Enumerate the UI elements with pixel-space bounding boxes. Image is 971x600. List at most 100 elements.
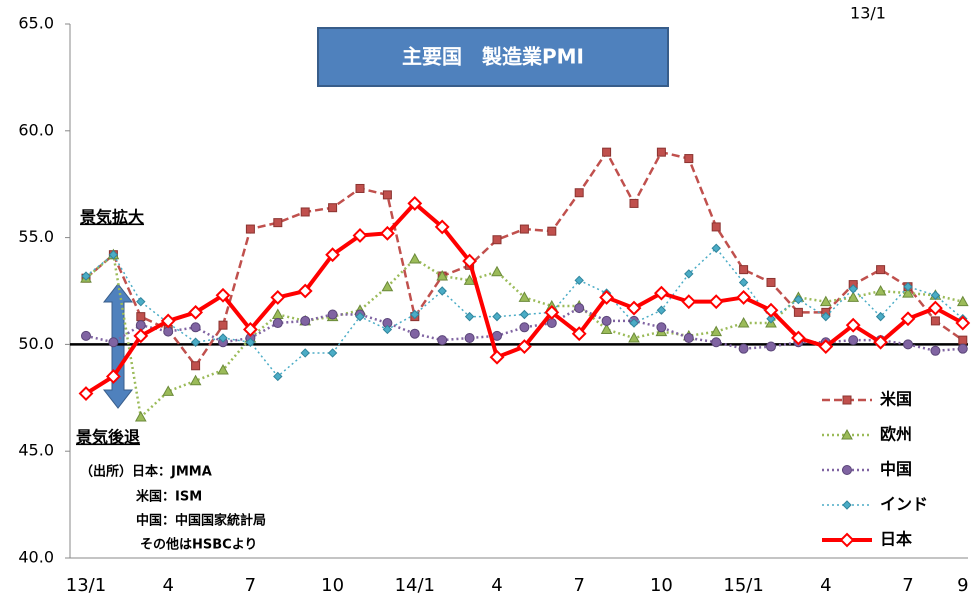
data-point bbox=[574, 188, 584, 198]
data-point bbox=[930, 345, 941, 356]
y-tick-label: 55.0 bbox=[18, 227, 54, 246]
data-point bbox=[544, 304, 560, 320]
data-point bbox=[300, 348, 310, 358]
data-point bbox=[518, 291, 531, 302]
data-point bbox=[903, 339, 913, 350]
data-point bbox=[464, 332, 475, 343]
data-point bbox=[818, 339, 834, 354]
x-tick-label: 9 bbox=[957, 575, 968, 596]
data-point bbox=[328, 203, 338, 213]
data-point bbox=[902, 287, 914, 298]
data-point bbox=[873, 334, 889, 350]
legend-label: 欧州 bbox=[880, 425, 912, 444]
legend-label: 日本 bbox=[880, 530, 912, 549]
data-point bbox=[191, 361, 201, 371]
data-point bbox=[379, 225, 395, 241]
data-point bbox=[656, 322, 667, 333]
data-point bbox=[930, 316, 940, 326]
data-point bbox=[436, 270, 449, 281]
data-point bbox=[381, 280, 394, 292]
data-point bbox=[711, 337, 722, 348]
x-tick-label: 4 bbox=[820, 575, 831, 596]
data-point bbox=[134, 410, 147, 422]
series-line bbox=[85, 252, 964, 420]
data-point bbox=[793, 294, 804, 305]
data-point bbox=[876, 265, 886, 275]
data-point bbox=[574, 303, 585, 314]
source-line: その他はHSBCより bbox=[140, 537, 257, 553]
legend-marker bbox=[839, 532, 855, 548]
source-line: 中国：中国国家統計局 bbox=[136, 513, 266, 529]
data-point bbox=[738, 277, 749, 288]
data-point bbox=[108, 337, 119, 348]
data-point bbox=[684, 269, 694, 279]
y-tick-label: 40.0 bbox=[18, 548, 54, 567]
data-point bbox=[766, 277, 776, 287]
chart-title: 主要国 製造業PMI bbox=[402, 45, 584, 69]
data-point bbox=[492, 235, 502, 245]
data-point bbox=[81, 271, 91, 281]
data-point bbox=[464, 311, 475, 322]
series-line bbox=[85, 149, 964, 368]
x-tick-label: 10 bbox=[321, 575, 344, 596]
data-point bbox=[601, 315, 612, 326]
data-point bbox=[737, 317, 750, 328]
data-point bbox=[656, 147, 666, 157]
data-point bbox=[352, 228, 368, 243]
x-tick-label: 7 bbox=[573, 575, 584, 596]
data-point bbox=[546, 318, 557, 329]
data-point bbox=[927, 300, 943, 316]
data-point bbox=[327, 309, 338, 320]
data-point bbox=[790, 330, 806, 346]
data-point bbox=[547, 226, 557, 236]
data-point bbox=[189, 374, 202, 386]
data-point bbox=[218, 333, 228, 343]
data-point bbox=[955, 315, 971, 331]
data-point bbox=[600, 323, 613, 334]
data-point bbox=[793, 307, 803, 317]
data-point bbox=[957, 343, 968, 354]
data-point bbox=[108, 249, 119, 260]
data-point bbox=[270, 289, 286, 305]
data-point bbox=[711, 222, 721, 232]
data-point bbox=[271, 308, 284, 319]
x-tick-label: 15/1 bbox=[723, 575, 763, 596]
data-point bbox=[355, 311, 365, 322]
x-tick-label: 4 bbox=[162, 575, 173, 596]
data-point bbox=[599, 289, 615, 305]
data-point bbox=[848, 335, 859, 346]
data-point bbox=[355, 183, 365, 193]
data-point bbox=[218, 320, 228, 330]
data-point bbox=[629, 318, 639, 328]
x-tick-label: 10 bbox=[650, 575, 673, 596]
data-point bbox=[136, 312, 146, 322]
data-point bbox=[297, 283, 313, 299]
data-point bbox=[516, 339, 532, 354]
x-tick-label: 14/1 bbox=[395, 575, 435, 596]
data-point bbox=[930, 290, 941, 300]
data-point bbox=[242, 322, 258, 337]
source-line: 米国：ISM bbox=[136, 489, 202, 505]
data-point bbox=[875, 311, 886, 322]
data-point bbox=[300, 207, 310, 217]
data-point bbox=[408, 252, 421, 264]
x-tick-label: 7 bbox=[902, 575, 913, 596]
legend-label: 米国 bbox=[880, 390, 912, 409]
data-point bbox=[327, 348, 338, 358]
data-point bbox=[162, 385, 175, 396]
data-point bbox=[133, 328, 149, 344]
data-point bbox=[821, 311, 831, 322]
data-point bbox=[739, 265, 749, 275]
data-point bbox=[273, 218, 283, 228]
legend-marker bbox=[842, 395, 852, 405]
source-line: （出所）日本：JMMA bbox=[80, 464, 212, 480]
data-point bbox=[519, 224, 529, 234]
data-point bbox=[845, 317, 861, 333]
data-point bbox=[160, 313, 176, 329]
data-point bbox=[738, 343, 749, 354]
title-box bbox=[317, 27, 669, 87]
x-tick-label: 7 bbox=[245, 575, 256, 596]
legend-label: インド bbox=[880, 495, 928, 514]
data-point bbox=[272, 318, 283, 329]
